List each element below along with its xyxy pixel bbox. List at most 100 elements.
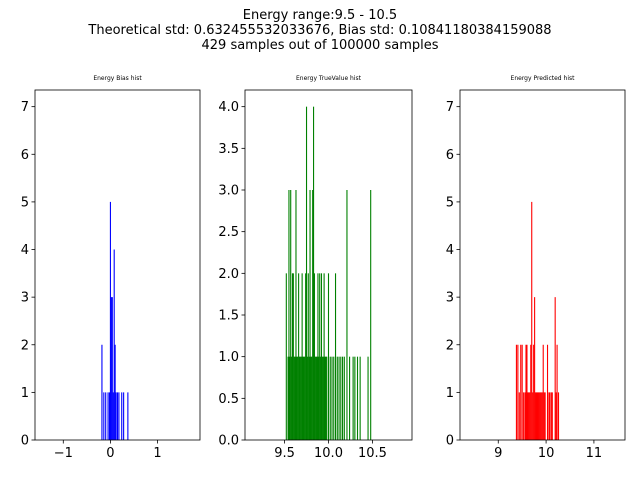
- bias-hist-bar: [108, 392, 111, 440]
- bias-hist-bar: [118, 392, 120, 440]
- truevalue-y-tick-label: 1.5: [218, 309, 239, 324]
- bias-hist-bar: [103, 392, 105, 440]
- truevalue-hist-bar: [331, 356, 333, 440]
- predicted-hist-bar: [529, 392, 531, 440]
- truevalue-hist-bar: [342, 356, 344, 440]
- truevalue-hist-bar: [287, 356, 289, 440]
- truevalue-hist-bar: [334, 273, 337, 440]
- truevalue-hist-bar: [317, 273, 319, 440]
- bias-hist-bar: [110, 297, 112, 440]
- truevalue-hist-bar: [305, 106, 308, 441]
- truevalue-hist-bar: [318, 356, 320, 440]
- predicted-axes-frame: [459, 89, 626, 441]
- truevalue-hist-bar: [308, 356, 310, 440]
- predicted-hist-bar: [554, 297, 556, 440]
- truevalue-hist-bar: [319, 273, 321, 440]
- truevalue-hist-bar: [291, 356, 293, 440]
- truevalue-hist-bar: [310, 356, 312, 440]
- bias-x-tick-label: 0: [106, 446, 114, 461]
- predicted-hist-bar: [546, 344, 549, 440]
- predicted-hist-bar: [521, 344, 523, 440]
- figure-title-line-std: Theoretical std: 0.632455532033676, Bias…: [88, 23, 552, 38]
- figure-title-line-samples: 429 samples out of 100000 samples: [201, 38, 439, 53]
- truevalue-hist-bar: [313, 106, 315, 441]
- predicted-hist-bar: [550, 392, 552, 440]
- predicted-y-tick-label: 5: [446, 195, 454, 210]
- truevalue-hist-bar: [294, 356, 296, 440]
- truevalue-hist-title: Energy TrueValue hist: [296, 75, 362, 82]
- truevalue-hist-bar: [323, 273, 325, 440]
- bias-y-tick-label: 4: [21, 243, 29, 258]
- bias-hist-bar: [105, 392, 107, 440]
- truevalue-hist-bar: [349, 356, 351, 440]
- truevalue-hist-bar: [293, 356, 295, 440]
- predicted-y-tick-label: 7: [446, 100, 454, 115]
- bias-hist-bar: [127, 392, 129, 440]
- truevalue-hist-bar: [370, 190, 372, 440]
- predicted-hist-bar: [528, 392, 530, 440]
- predicted-hist-bar: [543, 392, 545, 440]
- predicted-hist-bar: [539, 392, 541, 440]
- bias-hist-bar: [116, 392, 119, 440]
- bias-axes-frame: [34, 89, 201, 441]
- predicted-x-tick-label: 11: [586, 446, 603, 461]
- predicted-hist-bar: [534, 297, 536, 440]
- bias-y-tick-label: 5: [21, 195, 29, 210]
- predicted-hist-bar: [520, 344, 522, 440]
- truevalue-hist-bar: [314, 356, 316, 440]
- bias-y-tick-label: 7: [21, 100, 29, 115]
- truevalue-hist-bar: [306, 356, 308, 440]
- truevalue-hist-bar: [297, 356, 299, 440]
- bias-y-tick-label: 3: [21, 291, 29, 306]
- predicted-hist-bar: [517, 344, 519, 440]
- bias-hist-bar: [123, 392, 125, 440]
- truevalue-hist-bar: [338, 356, 340, 440]
- predicted-y-tick-label: 4: [446, 243, 454, 258]
- predicted-y-tick-label: 2: [446, 338, 454, 353]
- predicted-hist-bar: [557, 392, 560, 440]
- predicted-hist-bar: [551, 392, 553, 440]
- bias-x-tick-label: −1: [54, 446, 73, 461]
- predicted-x-tick-label: 9: [494, 446, 502, 461]
- truevalue-hist-bar: [359, 356, 361, 440]
- predicted-hist-bar: [530, 344, 532, 440]
- predicted-x-tick-label: 10: [538, 446, 555, 461]
- predicted-hist-bar: [533, 344, 535, 440]
- bias-y-tick-label: 1: [21, 386, 29, 401]
- bias-hist-bar: [101, 344, 103, 440]
- bias-x-tick-label: 1: [153, 446, 161, 461]
- truevalue-hist-bar: [285, 273, 287, 440]
- predicted-hist-bar: [537, 392, 539, 440]
- truevalue-hist-bar: [322, 356, 324, 440]
- truevalue-x-tick-label: 10.5: [358, 446, 387, 461]
- predicted-hist-bar: [518, 392, 520, 440]
- truevalue-hist-bar: [356, 356, 359, 440]
- truevalue-hist-bar: [288, 190, 290, 440]
- truevalue-hist-bar: [300, 356, 302, 440]
- truevalue-hist-bar: [291, 273, 294, 440]
- truevalue-hist-bar: [302, 356, 304, 440]
- predicted-hist-bar: [540, 392, 542, 440]
- bias-hist-bar: [107, 392, 109, 440]
- truevalue-hist-bar: [311, 356, 313, 440]
- bias-hist-bar: [109, 201, 111, 440]
- truevalue-hist-bar: [326, 356, 328, 440]
- predicted-hist-bar: [556, 344, 558, 440]
- truevalue-hist-bar: [329, 356, 331, 440]
- truevalue-hist-bar: [343, 356, 345, 440]
- predicted-hist-bar: [535, 392, 537, 440]
- predicted-hist-bar: [525, 344, 527, 440]
- bias-hist-bar: [114, 344, 116, 440]
- truevalue-hist-bar: [320, 273, 323, 440]
- truevalue-hist-bar: [303, 356, 305, 440]
- bias-histogram-panel: Energy Bias hist −1 0 1 0 1 2 3 4 5 6 7: [21, 75, 201, 461]
- bias-hist-bar: [113, 249, 115, 440]
- predicted-hist-bar: [531, 201, 533, 440]
- truevalue-hist-bar: [320, 356, 322, 440]
- truevalue-hist-bar: [307, 273, 309, 440]
- predicted-hist-bar: [538, 392, 540, 440]
- truevalue-hist-bar: [316, 356, 318, 440]
- predicted-y-tick-label: 0: [446, 434, 454, 449]
- predicted-hist-bar: [532, 392, 534, 440]
- truevalue-hist-bar: [305, 273, 307, 440]
